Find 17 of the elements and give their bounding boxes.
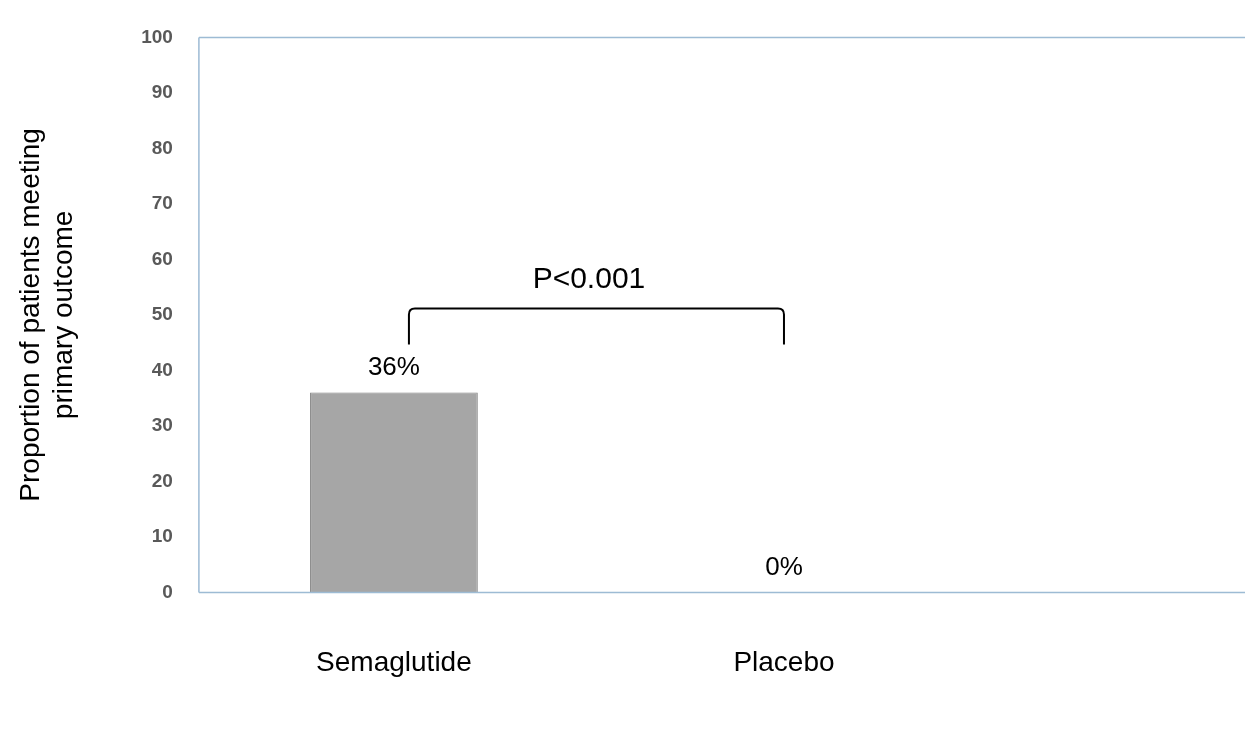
x-tick-label: Semaglutide	[316, 645, 472, 677]
y-tick-label: 50	[151, 303, 173, 325]
y-tick-label: 60	[151, 247, 173, 269]
y-tick-label: 80	[151, 136, 173, 158]
data-label: 0%	[765, 550, 803, 581]
y-tick-label: 40	[151, 358, 173, 380]
y-tick-label: 90	[151, 81, 173, 103]
y-tick-label: 100	[141, 25, 173, 47]
x-tick-label: Placebo	[733, 645, 835, 677]
y-axis-title: Proportion of patients meeting primary outcome	[13, 128, 79, 502]
data-label: 36%	[367, 350, 420, 381]
y-tick-label: 0	[162, 580, 173, 602]
y-tick-label: 70	[151, 192, 173, 214]
y-tick-label: 20	[151, 469, 173, 491]
y-tick-label: 30	[151, 414, 173, 436]
annotation: P<0.001	[532, 260, 646, 294]
y-tick-label: 10	[151, 525, 173, 547]
